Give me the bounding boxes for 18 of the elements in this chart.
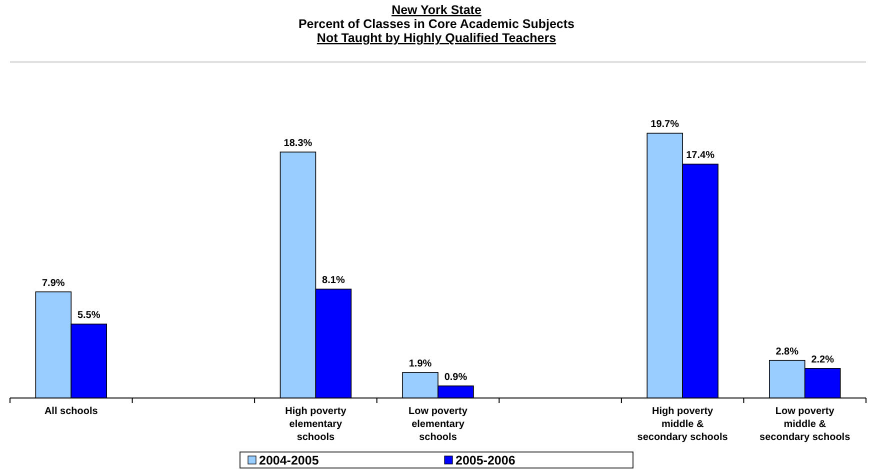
data-label: 1.9% [408, 358, 432, 370]
data-label: 7.9% [42, 278, 65, 289]
x-tick-label: Low poverty middle & secondary schools [760, 406, 851, 443]
x-tick-label: High poverty middle & secondary schools [637, 406, 728, 443]
x-tick-label: Low poverty elementary schools [408, 406, 468, 443]
data-label: 2.8% [776, 346, 799, 358]
chart-title: New York State Percent of Classes in Core Academic Subjects Not Taught by Highly Qualified Teachers [298, 3, 575, 45]
data-label: 17.4% [686, 150, 715, 162]
data-label: 19.7% [650, 119, 680, 130]
data-label: 2.2% [811, 354, 834, 366]
data-label: 5.5% [77, 310, 100, 322]
legend-label: 2005-2006 [456, 454, 516, 468]
x-tick-label: All schools [44, 406, 98, 417]
data-label: 8.1% [322, 275, 345, 286]
x-tick-label: High poverty elementary schools [285, 406, 347, 443]
legend-label: 2004-2005 [259, 454, 319, 468]
data-label: 0.9% [444, 372, 468, 383]
data-label: 18.3% [284, 138, 312, 150]
